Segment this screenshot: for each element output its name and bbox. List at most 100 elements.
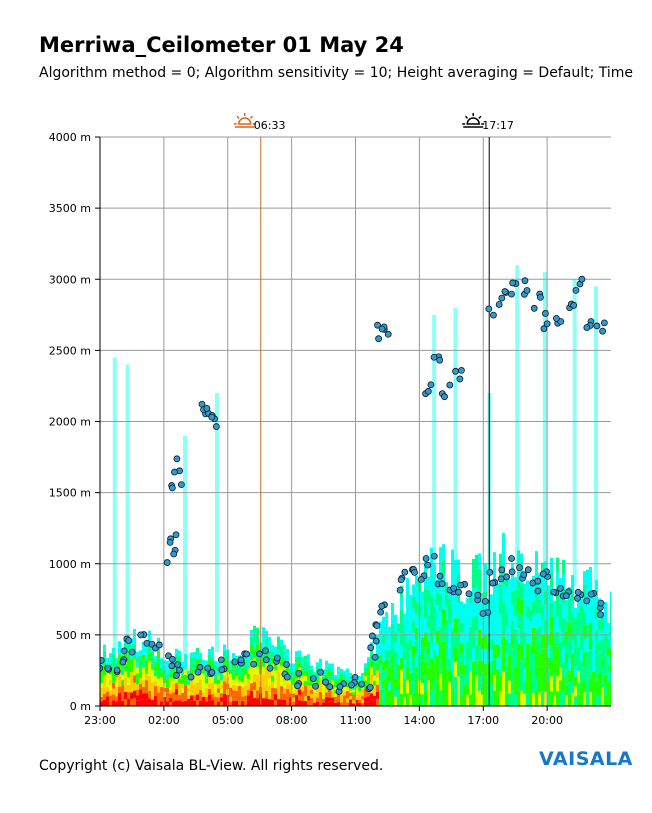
- heat-cell: [439, 642, 442, 659]
- heat-cell: [133, 652, 136, 660]
- heat-cell: [490, 672, 493, 684]
- heat-cell: [478, 599, 481, 615]
- heat-cell: [235, 686, 238, 692]
- heat-cell: [232, 695, 235, 701]
- heat-cell: [163, 660, 166, 665]
- cloud-base-point: [177, 481, 185, 489]
- heat-cell: [607, 672, 610, 682]
- heat-cell: [493, 613, 496, 630]
- heat-cell: [592, 660, 595, 672]
- heat-cell: [436, 642, 439, 656]
- heat-cell: [361, 676, 364, 680]
- heat-cell: [544, 633, 547, 649]
- cloud-base-point: [593, 322, 601, 330]
- heat-cell: [460, 622, 463, 633]
- heat-cell: [349, 679, 352, 683]
- cloud-base-point: [187, 673, 195, 681]
- heat-cell: [160, 672, 163, 678]
- heat-cell: [553, 695, 556, 706]
- heat-cell: [340, 694, 343, 699]
- heat-cell: [559, 603, 562, 617]
- heat-cell: [607, 697, 610, 706]
- heat-cell: [373, 695, 376, 701]
- heat-cell: [199, 700, 202, 706]
- cloud-base-point: [128, 648, 136, 656]
- heat-cell: [559, 667, 562, 681]
- heat-cell: [460, 653, 463, 665]
- heat-cell: [244, 659, 247, 665]
- x-tick-label: 14:00: [404, 714, 436, 727]
- haze-streak: [515, 265, 520, 568]
- heat-cell: [568, 610, 571, 623]
- heat-cell: [607, 681, 610, 690]
- heat-cell: [307, 659, 310, 665]
- heat-cell: [433, 621, 436, 636]
- cloud-base-point: [173, 455, 181, 463]
- heat-cell: [469, 592, 472, 604]
- heat-cell: [202, 692, 205, 697]
- heat-cell: [250, 644, 253, 653]
- heat-cell: [130, 672, 133, 679]
- heat-cell: [265, 668, 268, 676]
- heat-cell: [538, 626, 541, 640]
- heat-cell: [424, 617, 427, 633]
- heat-cell: [358, 699, 361, 703]
- heat-cell: [502, 532, 505, 551]
- heat-cell: [310, 701, 313, 706]
- heat-cell: [436, 617, 439, 631]
- heat-cell: [217, 670, 220, 676]
- heat-cell: [175, 677, 178, 684]
- heat-cell: [475, 615, 478, 631]
- heat-cell: [220, 663, 223, 668]
- heat-cell: [151, 699, 154, 706]
- heat-cell: [526, 630, 529, 644]
- heat-cell: [187, 670, 190, 675]
- heat-cell: [103, 669, 106, 676]
- heat-cell: [262, 690, 265, 699]
- heat-cell: [586, 665, 589, 679]
- heat-cell: [169, 689, 172, 694]
- heat-cell: [583, 665, 586, 680]
- heat-cell: [388, 634, 391, 643]
- heat-cell: [277, 692, 280, 700]
- heat-cell: [127, 677, 130, 685]
- heat-cell: [478, 614, 481, 630]
- heat-cell: [358, 690, 361, 694]
- heat-cell: [502, 636, 505, 655]
- heat-cell: [304, 670, 307, 676]
- heat-cell: [571, 627, 574, 641]
- heat-cell: [382, 625, 385, 635]
- heat-cell: [481, 660, 484, 673]
- heat-cell: [280, 679, 283, 687]
- heat-cell: [496, 632, 499, 645]
- x-tick-label: 23:00: [84, 714, 116, 727]
- y-tick-label: 3000 m: [49, 273, 91, 286]
- heat-cell: [376, 656, 379, 664]
- heat-cell: [121, 700, 124, 706]
- heat-cell: [421, 625, 424, 638]
- heat-cell: [550, 617, 553, 632]
- heat-cell: [451, 659, 454, 675]
- heat-cell: [484, 663, 487, 678]
- heat-cell: [517, 628, 520, 644]
- cloud-base-point: [166, 538, 174, 546]
- heat-cell: [199, 679, 202, 685]
- heat-cell: [484, 691, 487, 706]
- cloud-base-point: [168, 662, 176, 670]
- heat-cell: [598, 662, 601, 674]
- heat-cell: [466, 619, 469, 631]
- heat-cell: [322, 687, 325, 692]
- heat-cell: [112, 676, 115, 683]
- heat-cell: [331, 697, 334, 702]
- heat-cell: [196, 694, 199, 701]
- heat-cell: [454, 559, 457, 575]
- cloud-base-point: [401, 568, 409, 576]
- heat-cell: [307, 695, 310, 701]
- heat-cell: [391, 613, 394, 624]
- heat-cell: [181, 692, 184, 698]
- heat-cell: [154, 661, 157, 667]
- heat-cell: [151, 693, 154, 700]
- heat-cell: [199, 674, 202, 680]
